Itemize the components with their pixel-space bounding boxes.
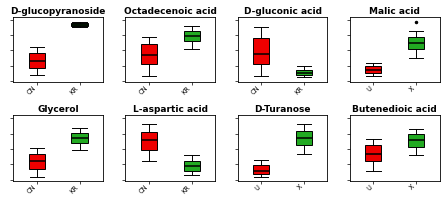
Title: Glycerol: Glycerol: [37, 105, 79, 114]
Title: Malic acid: Malic acid: [369, 7, 420, 16]
Bar: [408, 134, 424, 147]
Title: D-gluconic acid: D-gluconic acid: [243, 7, 321, 16]
Bar: [71, 133, 87, 143]
Bar: [184, 31, 200, 41]
Bar: [141, 132, 157, 150]
Bar: [71, 23, 87, 26]
Bar: [141, 44, 157, 64]
Bar: [365, 66, 381, 73]
Title: D-glucopyranoside: D-glucopyranoside: [11, 7, 106, 16]
Bar: [408, 37, 424, 49]
Bar: [253, 165, 269, 174]
Bar: [365, 145, 381, 161]
Title: D-Turanose: D-Turanose: [254, 105, 311, 114]
Title: L-aspartic acid: L-aspartic acid: [133, 105, 208, 114]
Bar: [184, 161, 200, 171]
Title: Butenedioic acid: Butenedioic acid: [353, 105, 437, 114]
Bar: [29, 154, 45, 169]
Bar: [29, 53, 45, 68]
Bar: [296, 70, 312, 75]
Bar: [253, 38, 269, 64]
Bar: [296, 131, 312, 145]
Title: Octadecenoic acid: Octadecenoic acid: [124, 7, 217, 16]
